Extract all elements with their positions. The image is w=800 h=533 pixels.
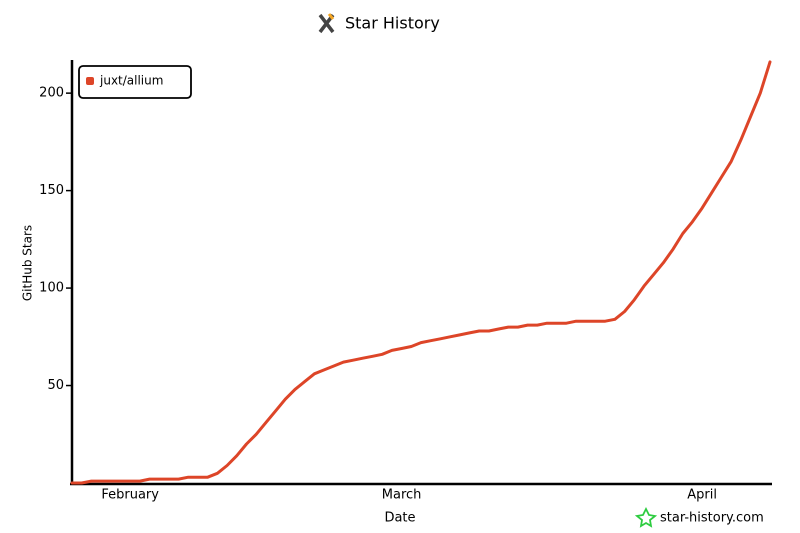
- x-tick-label: April: [687, 488, 717, 503]
- y-tick-label: 150: [39, 183, 64, 198]
- watermark-text: star-history.com: [660, 511, 764, 526]
- legend-box: [78, 65, 192, 99]
- legend-label: juxt/allium: [99, 74, 163, 88]
- logo: [318, 13, 335, 34]
- y-tick-label: 50: [47, 378, 64, 393]
- legend-swatch: [86, 77, 94, 85]
- y-tick-label: 100: [39, 281, 64, 296]
- watermark: star-history.com: [634, 506, 764, 528]
- x-axis-label: Date: [384, 511, 415, 526]
- x-tick-label: March: [382, 488, 422, 503]
- x-tick-label: February: [101, 488, 159, 503]
- chart-title: Star History: [345, 14, 440, 33]
- series-line: [70, 60, 772, 485]
- y-tick-label: 200: [39, 86, 64, 101]
- y-axis-label: GitHub Stars: [21, 225, 35, 301]
